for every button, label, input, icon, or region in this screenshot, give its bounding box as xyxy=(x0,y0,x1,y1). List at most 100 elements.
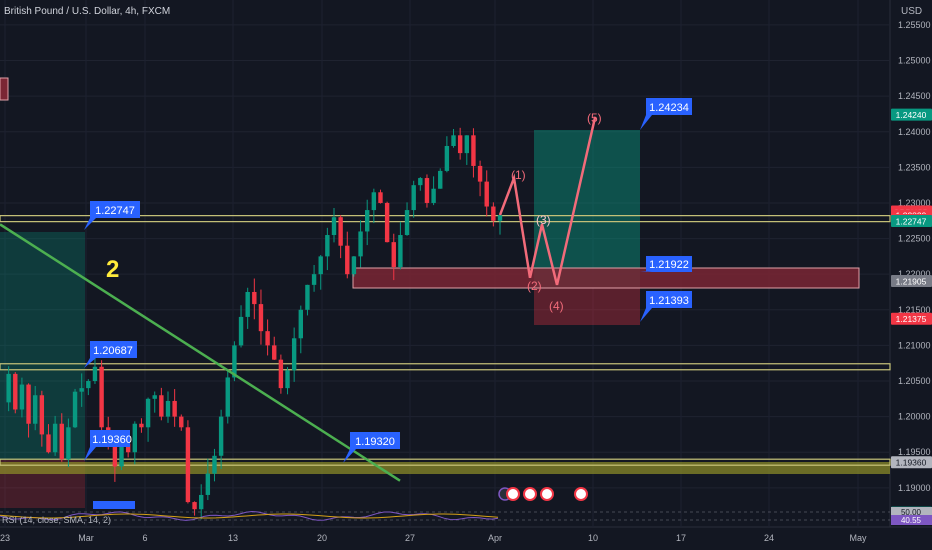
price-tick-label: 1.19500 xyxy=(898,447,931,457)
candle-body xyxy=(238,316,244,346)
price-tick-label: 1.21500 xyxy=(898,305,931,315)
wave-count-label: 2 xyxy=(106,256,119,283)
candle-body xyxy=(218,416,224,456)
price-badge-1-24240: 1.24240 xyxy=(891,108,932,121)
price-tick-label: 1.25500 xyxy=(898,20,931,30)
svg-text:1.19360: 1.19360 xyxy=(896,458,927,468)
candle-body xyxy=(258,304,264,332)
candle-body xyxy=(338,217,343,246)
economic-events[interactable] xyxy=(498,487,588,501)
candle-body xyxy=(92,366,98,382)
candle-body xyxy=(152,395,157,399)
candle-body xyxy=(172,400,177,417)
price-axis[interactable]: 1.25500 1.25000 1.24500 1.24000 1.23500 1.230… xyxy=(898,20,931,493)
callout-1-22747[interactable]: 1.22747 xyxy=(84,201,140,230)
candle-body xyxy=(365,210,370,232)
time-tick-label: 27 xyxy=(405,533,415,543)
svg-text:50.00: 50.00 xyxy=(901,508,922,517)
candle-body xyxy=(185,427,191,503)
price-badge-1-19360: 1.19360 xyxy=(891,456,932,469)
level-line xyxy=(0,363,891,371)
price-tick-label: 1.20500 xyxy=(898,376,931,386)
candle-body xyxy=(132,423,137,453)
candle-body xyxy=(438,170,443,189)
candle-body xyxy=(145,398,151,428)
candle-body xyxy=(46,434,51,453)
svg-text:1.21393: 1.21393 xyxy=(649,295,689,307)
candle-body xyxy=(404,210,410,236)
candle-body xyxy=(391,242,396,268)
candle-body xyxy=(484,181,489,207)
wave-label-1: (1) xyxy=(511,168,526,182)
candle-body xyxy=(278,359,284,389)
candle-body xyxy=(119,443,124,467)
trend-line[interactable] xyxy=(0,223,401,482)
candle-body xyxy=(232,345,237,378)
candle-body xyxy=(411,185,416,211)
time-tick-label: 24 xyxy=(764,533,774,543)
time-axis[interactable]: 23 Mar 6 13 20 27 Apr 10 17 24 May xyxy=(0,533,867,543)
price-tick-label: 1.25000 xyxy=(898,56,931,66)
candle-body xyxy=(79,388,84,392)
callout-1-20687[interactable]: 1.20687 xyxy=(84,341,137,368)
candle-body xyxy=(457,135,463,154)
svg-text:1.21922: 1.21922 xyxy=(649,259,689,271)
candle-body xyxy=(291,338,297,371)
callout-1-19360[interactable]: 1.19360 xyxy=(84,430,132,461)
candle-body xyxy=(384,202,390,243)
candle-body xyxy=(139,423,144,428)
time-tick-label: Apr xyxy=(488,533,502,543)
price-tick-label: 1.24500 xyxy=(898,91,931,101)
candle-body xyxy=(491,206,496,221)
candle-body xyxy=(245,291,250,317)
svg-text:1.22747: 1.22747 xyxy=(95,205,135,217)
candle-body xyxy=(212,455,217,474)
price-tick-label: 1.20000 xyxy=(898,412,931,422)
svg-text:1.22747: 1.22747 xyxy=(896,216,927,226)
candle-body xyxy=(192,502,197,510)
candle-body xyxy=(451,135,456,146)
candle-body xyxy=(345,245,350,275)
time-tick-label: 23 xyxy=(0,533,10,543)
candle-body xyxy=(464,135,469,154)
wave-projection[interactable] xyxy=(498,117,597,286)
candle-body xyxy=(477,165,483,182)
candle-body xyxy=(378,192,383,203)
callout-1-21922[interactable]: 1.21922 xyxy=(640,256,692,272)
currency-label: USD xyxy=(901,6,922,17)
candle-body xyxy=(311,274,317,285)
callout-1-24234[interactable]: 1.24234 xyxy=(640,98,692,130)
candle-body xyxy=(444,145,450,171)
callout-1-19320[interactable]: 1.19320 xyxy=(343,432,400,463)
candle-body xyxy=(26,384,31,424)
price-tick-label: 1.23000 xyxy=(898,198,931,208)
candle-body xyxy=(33,395,38,424)
wave-label-5: (5) xyxy=(587,111,602,125)
candle-body xyxy=(371,192,377,211)
candle-body xyxy=(298,309,303,339)
time-tick-label: 20 xyxy=(317,533,327,543)
time-tick-label: May xyxy=(849,533,867,543)
candle-body xyxy=(358,231,363,257)
svg-text:1.24240: 1.24240 xyxy=(896,110,927,120)
rsi-badge: 40.55 xyxy=(891,515,932,525)
candle-body xyxy=(418,178,423,186)
candle-body xyxy=(66,427,71,460)
callout-1-21393[interactable]: 1.21393 xyxy=(640,291,692,322)
demand-band xyxy=(0,462,890,474)
rsi-pane: RSI (14, close, SMA, 14, 2) xyxy=(0,510,890,525)
candle-body xyxy=(125,443,131,453)
candle-body xyxy=(59,423,64,460)
svg-text:1.19320: 1.19320 xyxy=(355,436,395,448)
time-tick-label: 10 xyxy=(588,533,598,543)
candle-body xyxy=(72,391,78,428)
time-tick-label: 6 xyxy=(142,533,147,543)
price-tick-label: 1.24000 xyxy=(898,127,931,137)
stop-zone xyxy=(534,288,640,325)
time-tick-label: Mar xyxy=(78,533,94,543)
callout-partial xyxy=(93,501,135,509)
rsi-line xyxy=(0,510,499,521)
wave-label-2: (2) xyxy=(527,279,542,293)
candle-body xyxy=(424,178,430,203)
